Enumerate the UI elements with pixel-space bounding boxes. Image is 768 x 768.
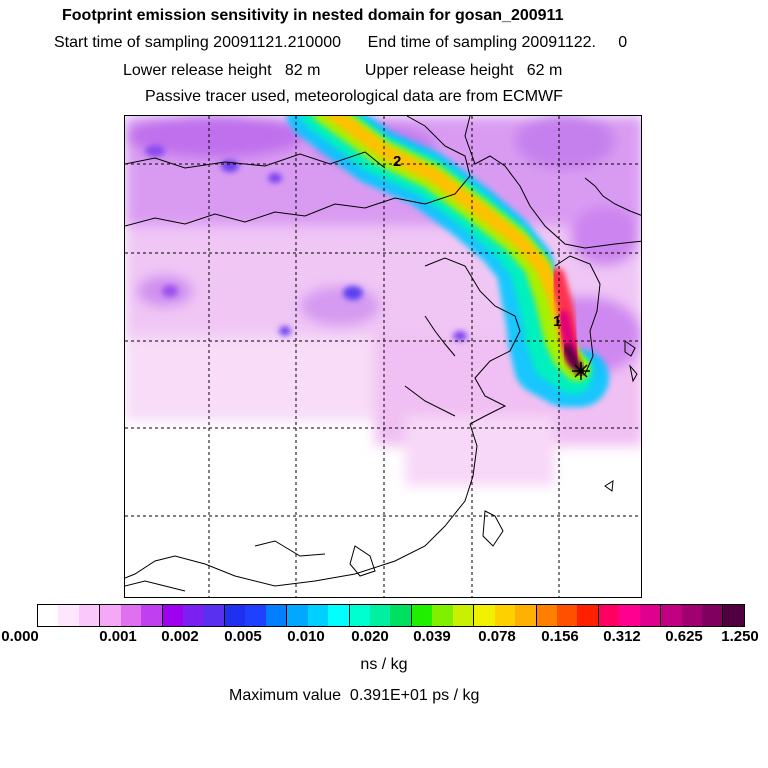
colorbar-segment (265, 605, 287, 626)
colorbar-segment (328, 605, 349, 626)
colorbar-segment (515, 605, 536, 626)
colorbar-segment (38, 605, 59, 626)
colorbar-segment (348, 605, 370, 626)
colorbar-segment (681, 605, 702, 626)
colorbar-segment (410, 605, 433, 626)
star-icon (572, 362, 590, 380)
colorbar-segment (660, 605, 682, 626)
trajectory-marker-2: 2 (393, 153, 401, 170)
colorbar-segment (473, 605, 495, 626)
colorbar-segment (99, 605, 121, 626)
colorbar-segment (141, 605, 162, 626)
colorbar-segment (161, 605, 184, 626)
emission-plume (286, 116, 609, 407)
colorbar-tick-label: 0.000 (1, 628, 39, 645)
colorbar-segment (286, 605, 308, 626)
colorbar-segment (452, 605, 474, 626)
colorbar-tick-label: 0.625 (665, 628, 703, 645)
unit-label: ns / kg (360, 656, 408, 673)
colorbar-segment (58, 605, 79, 626)
colorbar (37, 604, 745, 627)
release-height-line: Lower release height 82 m Upper release … (123, 62, 563, 79)
colorbar-segment (390, 605, 411, 626)
colorbar-segment (722, 605, 744, 626)
colorbar-segment (203, 605, 224, 626)
maximum-value-label: Maximum value 0.391E+01 ps / kg (229, 687, 480, 704)
colorbar-segment (245, 605, 266, 626)
colorbar-tick-label: 0.002 (161, 628, 199, 645)
colorbar-segment (370, 605, 391, 626)
colorbar-tick-label: 0.005 (224, 628, 262, 645)
colorbar-segment (432, 605, 453, 626)
plot-title: Footprint emission sensitivity in nested… (62, 7, 564, 24)
colorbar-segment (535, 605, 557, 626)
coastlines (125, 116, 641, 592)
colorbar-segment (619, 605, 640, 626)
trajectory-marker-1: 1 (553, 313, 561, 330)
colorbar-segment (120, 605, 142, 626)
colorbar-tick-label: 0.001 (99, 628, 137, 645)
colorbar-segment (597, 605, 620, 626)
sensitivity-hotspots (145, 145, 467, 341)
sampling-time-line: Start time of sampling 20091121.210000 E… (54, 34, 628, 51)
colorbar-segment (78, 605, 100, 626)
colorbar-tick-label: 1.250 (721, 628, 759, 645)
colorbar-tick-label: 0.039 (413, 628, 451, 645)
colorbar-segment (183, 605, 204, 626)
colorbar-tick-label: 0.020 (351, 628, 389, 645)
colorbar-tick-label: 0.156 (541, 628, 579, 645)
lat-lon-grid (125, 116, 641, 597)
colorbar-segment (639, 605, 661, 626)
colorbar-segment (494, 605, 516, 626)
colorbar-tick-label: 0.312 (603, 628, 641, 645)
colorbar-tick-label: 0.078 (478, 628, 516, 645)
colorbar-tick-label: 0.010 (287, 628, 325, 645)
colorbar-segment (702, 605, 723, 626)
colorbar-segment (223, 605, 246, 626)
map-canvas: 2 1 (125, 116, 641, 597)
colorbar-segment (307, 605, 329, 626)
colorbar-segment (577, 605, 598, 626)
colorbar-segment (556, 605, 578, 626)
footprint-map: 2 1 (124, 115, 642, 598)
tracer-info-line: Passive tracer used, meteorological data… (145, 88, 563, 105)
